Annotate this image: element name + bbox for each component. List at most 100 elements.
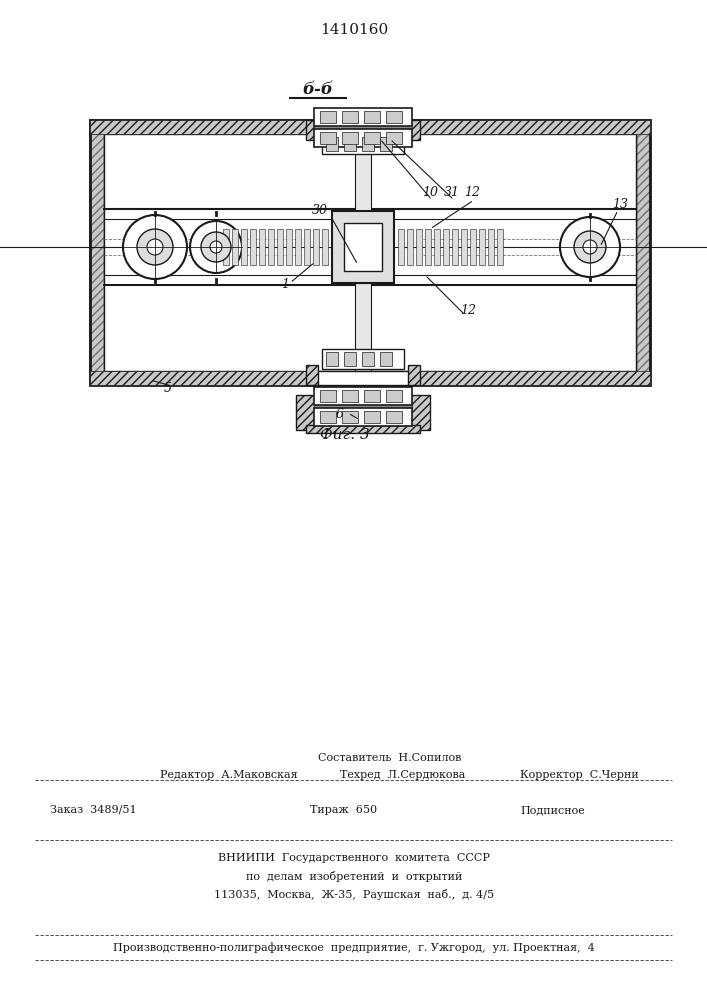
Bar	[320, 390, 336, 402]
Bar	[398, 229, 404, 265]
Text: Редактор  А.Маковская: Редактор А.Маковская	[160, 770, 298, 780]
Bar	[90, 120, 650, 385]
Bar	[362, 352, 374, 366]
Bar	[314, 108, 412, 126]
Bar	[344, 137, 356, 151]
Bar	[322, 134, 404, 154]
Text: 6: 6	[336, 408, 344, 422]
Bar	[364, 132, 380, 144]
Bar	[326, 352, 338, 366]
Text: 30: 30	[312, 204, 328, 217]
Bar	[223, 229, 229, 265]
Bar	[497, 229, 503, 265]
Bar	[332, 211, 394, 283]
Bar	[90, 120, 650, 385]
Bar	[434, 229, 440, 265]
Bar	[344, 223, 382, 271]
Bar	[268, 229, 274, 265]
Text: Заказ  3489/51: Заказ 3489/51	[50, 805, 136, 815]
Circle shape	[147, 239, 163, 255]
Bar	[304, 229, 310, 265]
Bar	[326, 137, 338, 151]
Text: 5: 5	[164, 381, 172, 394]
Bar	[314, 126, 412, 129]
Bar	[355, 283, 371, 371]
Bar	[306, 365, 318, 385]
Text: ВНИИПИ  Государственного  комитета  СССР: ВНИИПИ Государственного комитета СССР	[218, 853, 490, 863]
Bar	[452, 229, 458, 265]
Circle shape	[201, 232, 231, 262]
Text: б-б: б-б	[303, 82, 334, 99]
Bar	[386, 390, 402, 402]
Bar	[425, 229, 431, 265]
Bar	[342, 111, 358, 123]
Circle shape	[123, 215, 187, 279]
Bar	[90, 120, 308, 134]
Bar	[380, 137, 392, 151]
Bar	[364, 411, 380, 423]
Circle shape	[190, 221, 242, 273]
Bar	[314, 405, 412, 408]
Bar	[314, 408, 412, 426]
Text: 12: 12	[464, 186, 480, 200]
Bar	[461, 229, 467, 265]
Bar	[380, 352, 392, 366]
Bar	[386, 411, 402, 423]
Bar	[479, 229, 485, 265]
Bar	[90, 371, 312, 385]
Bar	[408, 120, 420, 140]
Text: Тираж  650: Тираж 650	[310, 805, 377, 815]
Bar	[296, 395, 316, 430]
Bar	[259, 229, 265, 265]
Text: 10: 10	[422, 186, 438, 200]
Bar	[104, 134, 636, 371]
Bar	[314, 129, 412, 147]
Text: Корректор  С.Черни: Корректор С.Черни	[520, 770, 638, 780]
Bar	[443, 229, 449, 265]
Bar	[364, 390, 380, 402]
Text: 12: 12	[460, 304, 476, 316]
Bar	[308, 120, 418, 134]
Bar	[306, 425, 420, 433]
Bar	[410, 395, 430, 430]
Text: Техред  Л.Сердюкова: Техред Л.Сердюкова	[340, 770, 465, 780]
Bar	[342, 411, 358, 423]
Circle shape	[583, 240, 597, 254]
Bar	[362, 137, 374, 151]
Bar	[277, 229, 283, 265]
Bar	[322, 229, 328, 265]
Text: Производственно-полиграфическое  предприятие,  г. Ужгород,  ул. Проектная,  4: Производственно-полиграфическое предприя…	[113, 943, 595, 953]
Bar	[286, 229, 292, 265]
Text: 13: 13	[612, 198, 628, 212]
Text: Подписное: Подписное	[520, 805, 585, 815]
Bar	[314, 387, 412, 405]
Bar	[312, 371, 414, 385]
Text: 31: 31	[444, 186, 460, 200]
Bar	[320, 132, 336, 144]
Bar	[306, 120, 318, 140]
Bar	[320, 411, 336, 423]
Text: 113035,  Москва,  Ж-35,  Раушская  наб.,  д. 4/5: 113035, Москва, Ж-35, Раушская наб., д. …	[214, 888, 494, 900]
Text: Фиг. 3: Фиг. 3	[320, 428, 370, 442]
Bar	[470, 229, 476, 265]
Bar	[416, 229, 422, 265]
Bar	[320, 111, 336, 123]
Bar	[418, 120, 650, 134]
Bar	[308, 120, 418, 134]
Bar	[488, 229, 494, 265]
Bar	[232, 229, 238, 265]
Bar	[414, 371, 650, 385]
Bar	[313, 229, 319, 265]
Bar	[342, 132, 358, 144]
Bar	[104, 134, 636, 371]
Bar	[295, 229, 301, 265]
Bar	[407, 229, 413, 265]
Bar	[386, 132, 402, 144]
Text: 1: 1	[281, 278, 289, 292]
Circle shape	[560, 217, 620, 277]
Circle shape	[210, 241, 222, 253]
Bar	[312, 371, 414, 385]
Circle shape	[574, 231, 606, 263]
Bar	[408, 365, 420, 385]
Text: Составитель  Н.Сопилов: Составитель Н.Сопилов	[318, 753, 462, 763]
